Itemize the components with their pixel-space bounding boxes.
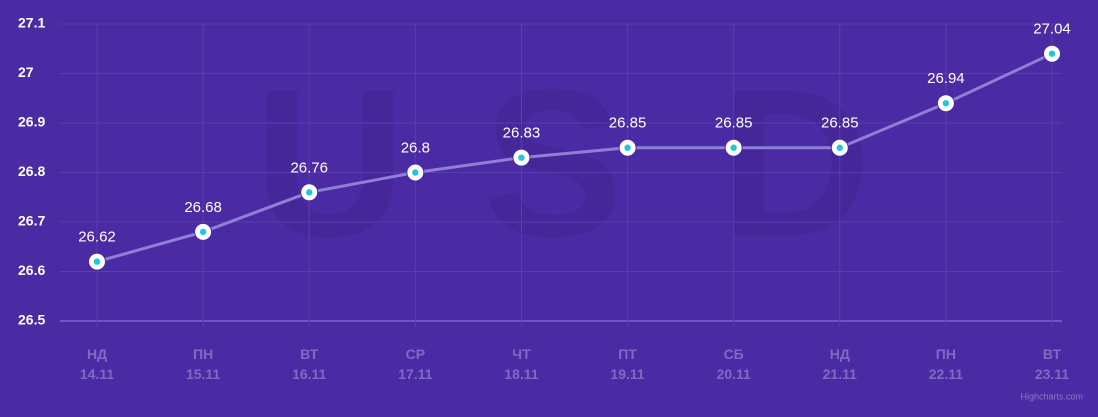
x-tick-date: 18.11 — [504, 366, 538, 382]
data-label: 26.68 — [184, 199, 222, 216]
marker-center — [306, 189, 313, 196]
y-tick-label: 27.1 — [18, 15, 45, 31]
data-label: 26.62 — [78, 229, 116, 246]
y-tick-label: 26.8 — [18, 163, 45, 179]
x-tick-label: ПН 22.11 — [929, 346, 963, 382]
y-tick-label: 26.6 — [18, 262, 45, 278]
x-tick-label: ВТ 16.11 — [292, 346, 326, 382]
x-tick-day: ПН — [193, 346, 213, 362]
x-tick-day: ВТ — [300, 346, 319, 362]
x-tick-label: ЧТ 18.11 — [504, 346, 538, 382]
data-label: 26.85 — [609, 115, 647, 132]
x-tick-day: ПТ — [618, 346, 637, 362]
x-tick-date: 20.11 — [717, 366, 751, 382]
marker-center — [412, 169, 419, 176]
x-tick-day: СБ — [724, 346, 744, 362]
marker-center — [518, 154, 525, 161]
x-tick-date: 17.11 — [398, 366, 432, 382]
y-tick-label: 27 — [18, 64, 34, 80]
marker-center — [836, 144, 843, 151]
y-tick-label: 26.5 — [18, 312, 45, 328]
x-tick-date: 19.11 — [610, 366, 644, 382]
data-label: 26.85 — [715, 115, 753, 132]
data-label: 26.94 — [927, 70, 965, 87]
x-tick-date: 16.11 — [292, 366, 326, 382]
line — [96, 52, 1053, 264]
watermark-letter: D — [719, 45, 871, 280]
x-tick-date: 14.11 — [80, 366, 114, 382]
watermark-letter: S — [483, 45, 623, 280]
marker-center — [199, 228, 207, 236]
x-tick-day: ЧТ — [512, 346, 531, 362]
x-tick-date: 23.11 — [1035, 366, 1069, 382]
x-tick-label: СР 17.11 — [398, 346, 432, 382]
marker-center — [942, 100, 950, 107]
data-label: 26.76 — [290, 159, 328, 176]
x-tick-day: ВТ — [1043, 346, 1062, 362]
x-tick-label: ПН 15.11 — [186, 346, 220, 382]
x-tick-date: 21.11 — [823, 366, 857, 382]
x-tick-day: ПН — [936, 346, 956, 362]
marker-center — [730, 144, 737, 151]
data-label: 26.8 — [401, 139, 430, 156]
marker-center — [624, 144, 631, 151]
x-tick-label: ВТ 23.11 — [1035, 346, 1069, 382]
marker-center — [93, 258, 101, 265]
x-tick-label: СБ 20.11 — [717, 346, 751, 382]
x-tick-day: СР — [406, 346, 425, 362]
y-tick-label: 26.9 — [18, 114, 45, 130]
x-tick-date: 15.11 — [186, 366, 220, 382]
credits: Highcharts.com — [1020, 391, 1083, 401]
x-tick-label: НД 14.11 — [80, 346, 114, 382]
x-tick-label: НД 21.11 — [823, 346, 857, 382]
data-label: 26.85 — [821, 115, 859, 132]
watermark-letter: U — [254, 45, 406, 280]
y-tick-label: 26.7 — [18, 213, 45, 229]
x-tick-day: НД — [87, 346, 107, 362]
data-label: 27.04 — [1033, 21, 1071, 38]
x-tick-label: ПТ 19.11 — [610, 346, 644, 382]
x-tick-day: НД — [830, 346, 850, 362]
data-label: 26.83 — [503, 125, 541, 142]
marker-center — [1048, 50, 1056, 57]
x-tick-date: 22.11 — [929, 366, 963, 382]
